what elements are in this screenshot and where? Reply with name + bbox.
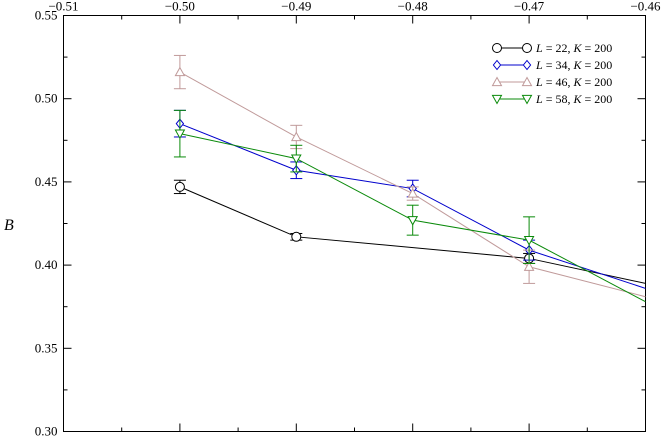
triangle-down-marker (174, 129, 186, 140)
diamond-marker (492, 59, 502, 71)
circle-marker (174, 181, 185, 192)
y-axis-label: B (4, 217, 14, 234)
triangle-down-marker (521, 94, 533, 105)
legend: L = 22, K = 200 L = 34, K = 200 L = 46, K … (491, 41, 612, 106)
x-tick-label: −0.46 (630, 0, 661, 14)
triangle-down-marker (407, 216, 419, 226)
x-tick-label: −0.49 (281, 0, 311, 14)
triangle-down-marker (290, 154, 302, 165)
legend-entry-label: L = 46, K = 200 (535, 75, 612, 89)
x-tick-label: −0.51 (48, 0, 78, 14)
triangle-up-marker (174, 66, 186, 77)
triangle-up-marker (407, 188, 419, 198)
series-layer (173, 54, 646, 303)
x-tick-label: −0.48 (398, 0, 428, 14)
y-tick-label: 0.45 (35, 174, 58, 189)
triangle-up-marker (290, 131, 302, 142)
legend-entry-label: L = 34, K = 200 (535, 58, 612, 72)
circle-marker (522, 43, 532, 53)
y-tick-label: 0.35 (35, 340, 58, 355)
legend-entry-label: L = 58, K = 200 (535, 92, 612, 106)
diamond-marker (522, 59, 532, 71)
triangle-down-marker (491, 94, 503, 105)
series-group (173, 109, 646, 289)
x-tick-label: −0.50 (165, 0, 195, 14)
tick-labels: −0.51 −0.50 −0.49 −0.48 −0.47 −0.46 0.30 0.35 0.… (35, 0, 661, 439)
circle-marker (492, 43, 502, 53)
triangle-up-marker (491, 76, 503, 87)
triangle-down-marker (523, 236, 535, 246)
y-tick-label: 0.40 (35, 257, 58, 272)
triangle-up-marker (523, 261, 535, 271)
y-tick-label: 0.55 (35, 8, 58, 23)
tick-marks (63, 15, 646, 432)
legend-entry-label: L = 22, K = 200 (535, 41, 612, 55)
triangle-up-marker (521, 76, 533, 87)
x-tick-label: −0.47 (514, 0, 545, 14)
circle-marker (291, 231, 302, 242)
series-group (173, 109, 646, 303)
y-tick-label: 0.50 (35, 91, 58, 106)
series-group (173, 54, 646, 298)
y-tick-label: 0.30 (35, 424, 58, 439)
